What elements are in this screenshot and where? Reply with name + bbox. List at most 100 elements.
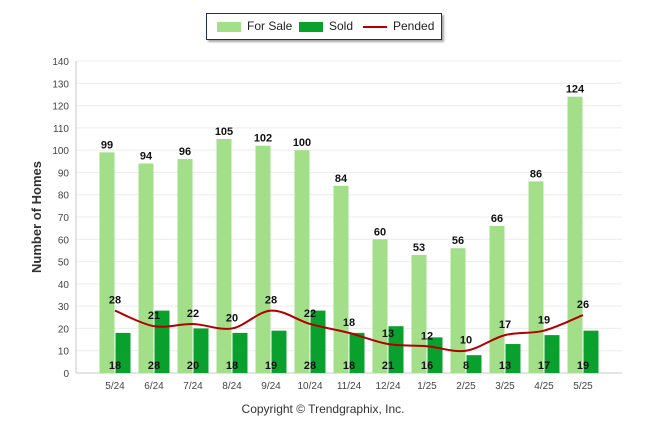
pended-value-label: 12 — [421, 330, 433, 342]
bar-for-sale[interactable] — [99, 152, 115, 373]
y-axis-label: Number of Homes — [29, 161, 44, 273]
pended-value-label: 28 — [109, 295, 121, 307]
legend: For Sale Sold Pended — [206, 13, 442, 40]
sold-swatch — [299, 21, 323, 32]
bar-sold[interactable] — [544, 335, 560, 373]
pended-value-label: 13 — [382, 328, 394, 340]
bar-sold[interactable] — [193, 328, 209, 373]
for-sale-value-label: 53 — [413, 242, 425, 254]
y-tick-label: 110 — [53, 124, 69, 135]
bar-for-sale[interactable] — [567, 96, 583, 374]
sold-value-label: 18 — [226, 360, 238, 372]
pended-line-path[interactable] — [114, 309, 584, 353]
bar-for-sale[interactable] — [294, 150, 310, 373]
bar-sold[interactable] — [115, 332, 131, 373]
y-tick-label: 10 — [58, 347, 70, 358]
pended-value-label: 17 — [499, 319, 511, 331]
x-tick-label: 10/24 — [297, 381, 322, 392]
for-sale-value-label: 60 — [374, 226, 386, 238]
y-tick-label: 60 — [58, 235, 70, 246]
bars — [99, 96, 599, 374]
for-sale-value-label: 100 — [293, 137, 311, 149]
legend-label-for-sale: For Sale — [247, 19, 293, 33]
pended-value-label: 10 — [460, 335, 472, 347]
axes: 0 10 20 30 40 50 60 70 80 90 100 110 120 130 140 5/24 6/… — [52, 57, 593, 392]
bar-for-sale[interactable] — [528, 181, 544, 373]
bar-sold[interactable] — [583, 330, 599, 373]
bar-for-sale[interactable] — [138, 163, 154, 373]
legend-item-for-sale[interactable]: For Sale — [217, 14, 292, 39]
sold-value-label: 21 — [382, 360, 394, 372]
sold-value-label: 19 — [265, 360, 277, 372]
sold-value-label: 13 — [499, 360, 511, 372]
pended-value-label: 19 — [538, 315, 550, 327]
y-tick-label: 50 — [58, 258, 70, 269]
x-tick-label: 5/24 — [105, 381, 125, 392]
x-tick-label: 11/24 — [337, 381, 362, 392]
bar-for-sale[interactable] — [489, 225, 505, 373]
x-tick-label: 7/24 — [183, 381, 203, 392]
copyright-text: Copyright © Trendgraphix, Inc. — [241, 402, 405, 416]
for-sale-value-label: 96 — [179, 146, 191, 158]
pended-value-label: 22 — [304, 308, 316, 320]
y-tick-label: 130 — [52, 79, 69, 90]
pended-swatch — [363, 25, 387, 28]
bar-sold[interactable] — [349, 332, 365, 373]
x-tick-label: 12/24 — [375, 381, 400, 392]
x-tick-label: 3/25 — [495, 381, 515, 392]
legend-label-sold: Sold — [329, 19, 354, 33]
y-tick-label: 20 — [58, 324, 70, 335]
sold-value-label: 28 — [304, 360, 316, 372]
sold-value-label: 16 — [421, 360, 433, 372]
for-sale-value-label: 99 — [101, 139, 113, 151]
y-tick-label: 120 — [52, 102, 69, 113]
legend-item-pended[interactable]: Pended — [363, 14, 434, 39]
x-tick-label: 9/24 — [261, 381, 281, 392]
y-tick-label: 30 — [58, 302, 70, 313]
pended-value-label: 20 — [226, 312, 238, 324]
for-sale-value-label: 56 — [452, 235, 464, 247]
pended-value-label: 21 — [148, 310, 160, 322]
pended-value-label: 26 — [577, 299, 589, 311]
data-labels: 99 94 96 105 102 100 84 60 53 56 66 86 124 28 21 22 20 28… — [101, 84, 589, 372]
bar-sold[interactable] — [271, 330, 287, 373]
x-tick-label: 4/25 — [534, 381, 554, 392]
x-tick-label: 5/25 — [573, 381, 593, 392]
x-tick-label: 8/24 — [222, 381, 242, 392]
bar-sold[interactable] — [505, 344, 521, 373]
pended-value-label: 18 — [343, 317, 355, 329]
bar-for-sale[interactable] — [333, 185, 349, 373]
grid-lines — [76, 60, 622, 374]
x-tick-label: 2/25 — [456, 381, 476, 392]
y-tick-label: 40 — [58, 280, 70, 291]
legend-item-sold[interactable]: Sold — [299, 14, 353, 39]
y-tick-label: 100 — [52, 146, 69, 157]
pended-line — [114, 309, 584, 353]
sold-value-label: 19 — [577, 360, 589, 372]
for-sale-swatch — [217, 21, 241, 32]
bar-for-sale[interactable] — [216, 139, 232, 373]
sold-value-label: 20 — [187, 360, 199, 372]
bar-sold[interactable] — [232, 332, 248, 373]
bar-for-sale[interactable] — [255, 145, 271, 373]
bar-sold[interactable] — [388, 326, 404, 373]
bar-for-sale[interactable] — [411, 254, 427, 373]
for-sale-value-label: 94 — [140, 151, 153, 163]
for-sale-value-label: 66 — [491, 213, 503, 225]
for-sale-value-label: 124 — [566, 84, 585, 96]
pended-value-label: 28 — [265, 295, 277, 307]
y-tick-label: 0 — [63, 369, 69, 380]
bar-for-sale[interactable] — [450, 248, 466, 373]
y-tick-label: 90 — [58, 168, 70, 179]
x-tick-label: 1/25 — [417, 381, 437, 392]
y-tick-label: 70 — [58, 213, 70, 224]
sold-value-label: 18 — [109, 360, 121, 372]
sold-value-label: 18 — [343, 360, 355, 372]
pended-value-label: 22 — [187, 308, 199, 320]
for-sale-value-label: 86 — [530, 168, 542, 180]
bar-sold[interactable] — [466, 355, 482, 373]
bar-for-sale[interactable] — [372, 239, 388, 373]
sold-value-label: 28 — [148, 360, 160, 372]
bar-for-sale[interactable] — [177, 159, 193, 373]
